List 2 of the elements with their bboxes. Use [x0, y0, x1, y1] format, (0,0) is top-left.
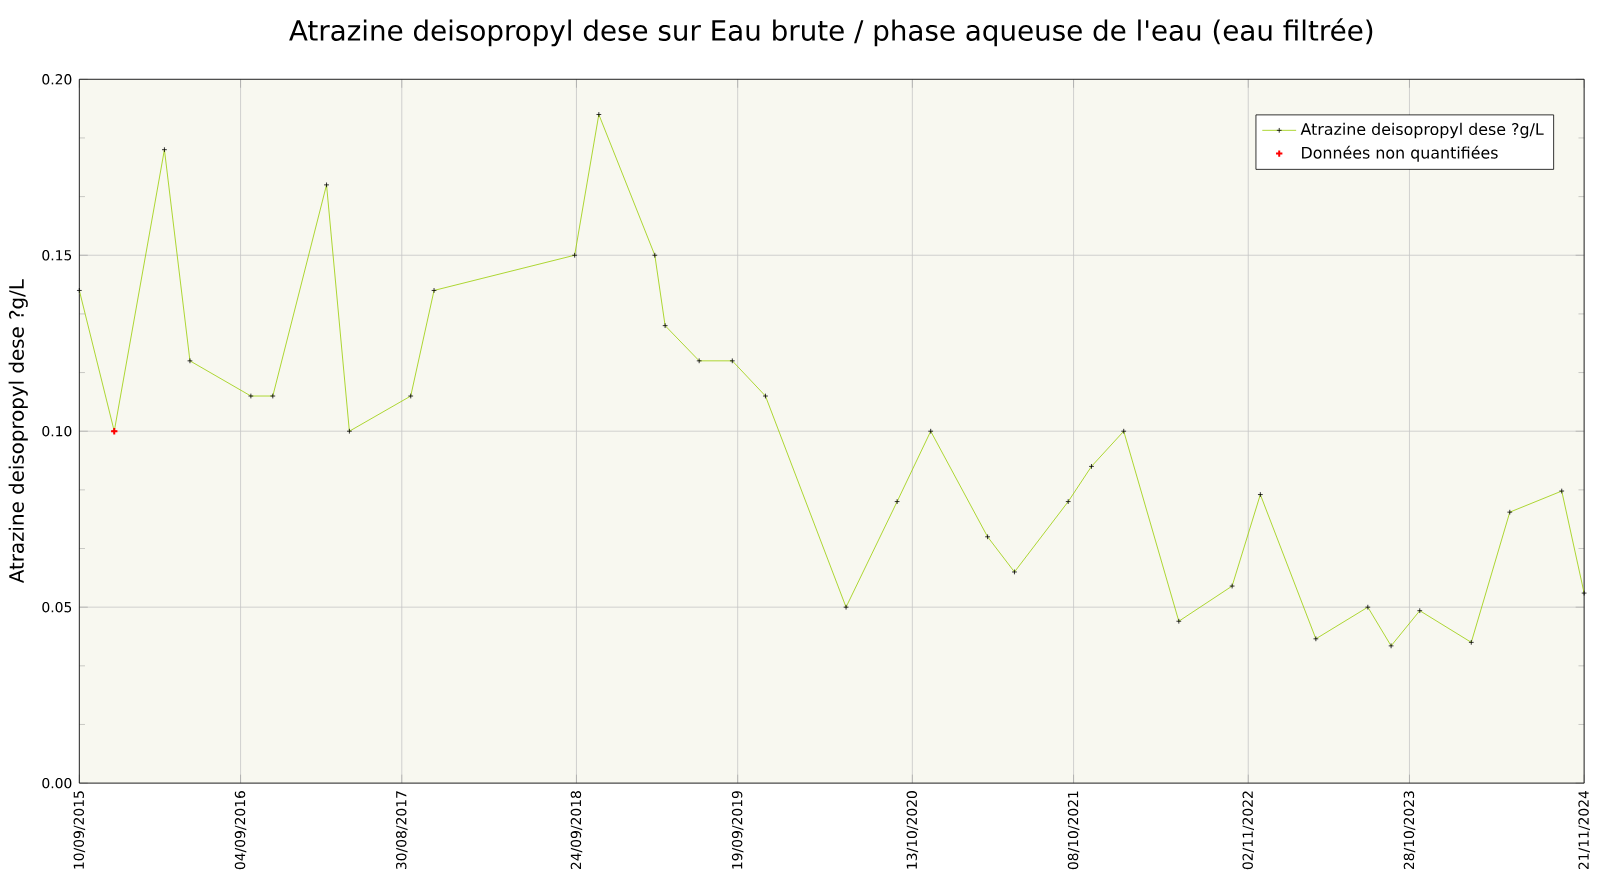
y-axis-title: Atrazine deisopropyl dese ?g/L — [8, 278, 28, 583]
chart-title: Atrazine deisopropyl dese sur Eau brute / phase aqueuse de l'eau (eau filtrée) — [289, 18, 1373, 46]
